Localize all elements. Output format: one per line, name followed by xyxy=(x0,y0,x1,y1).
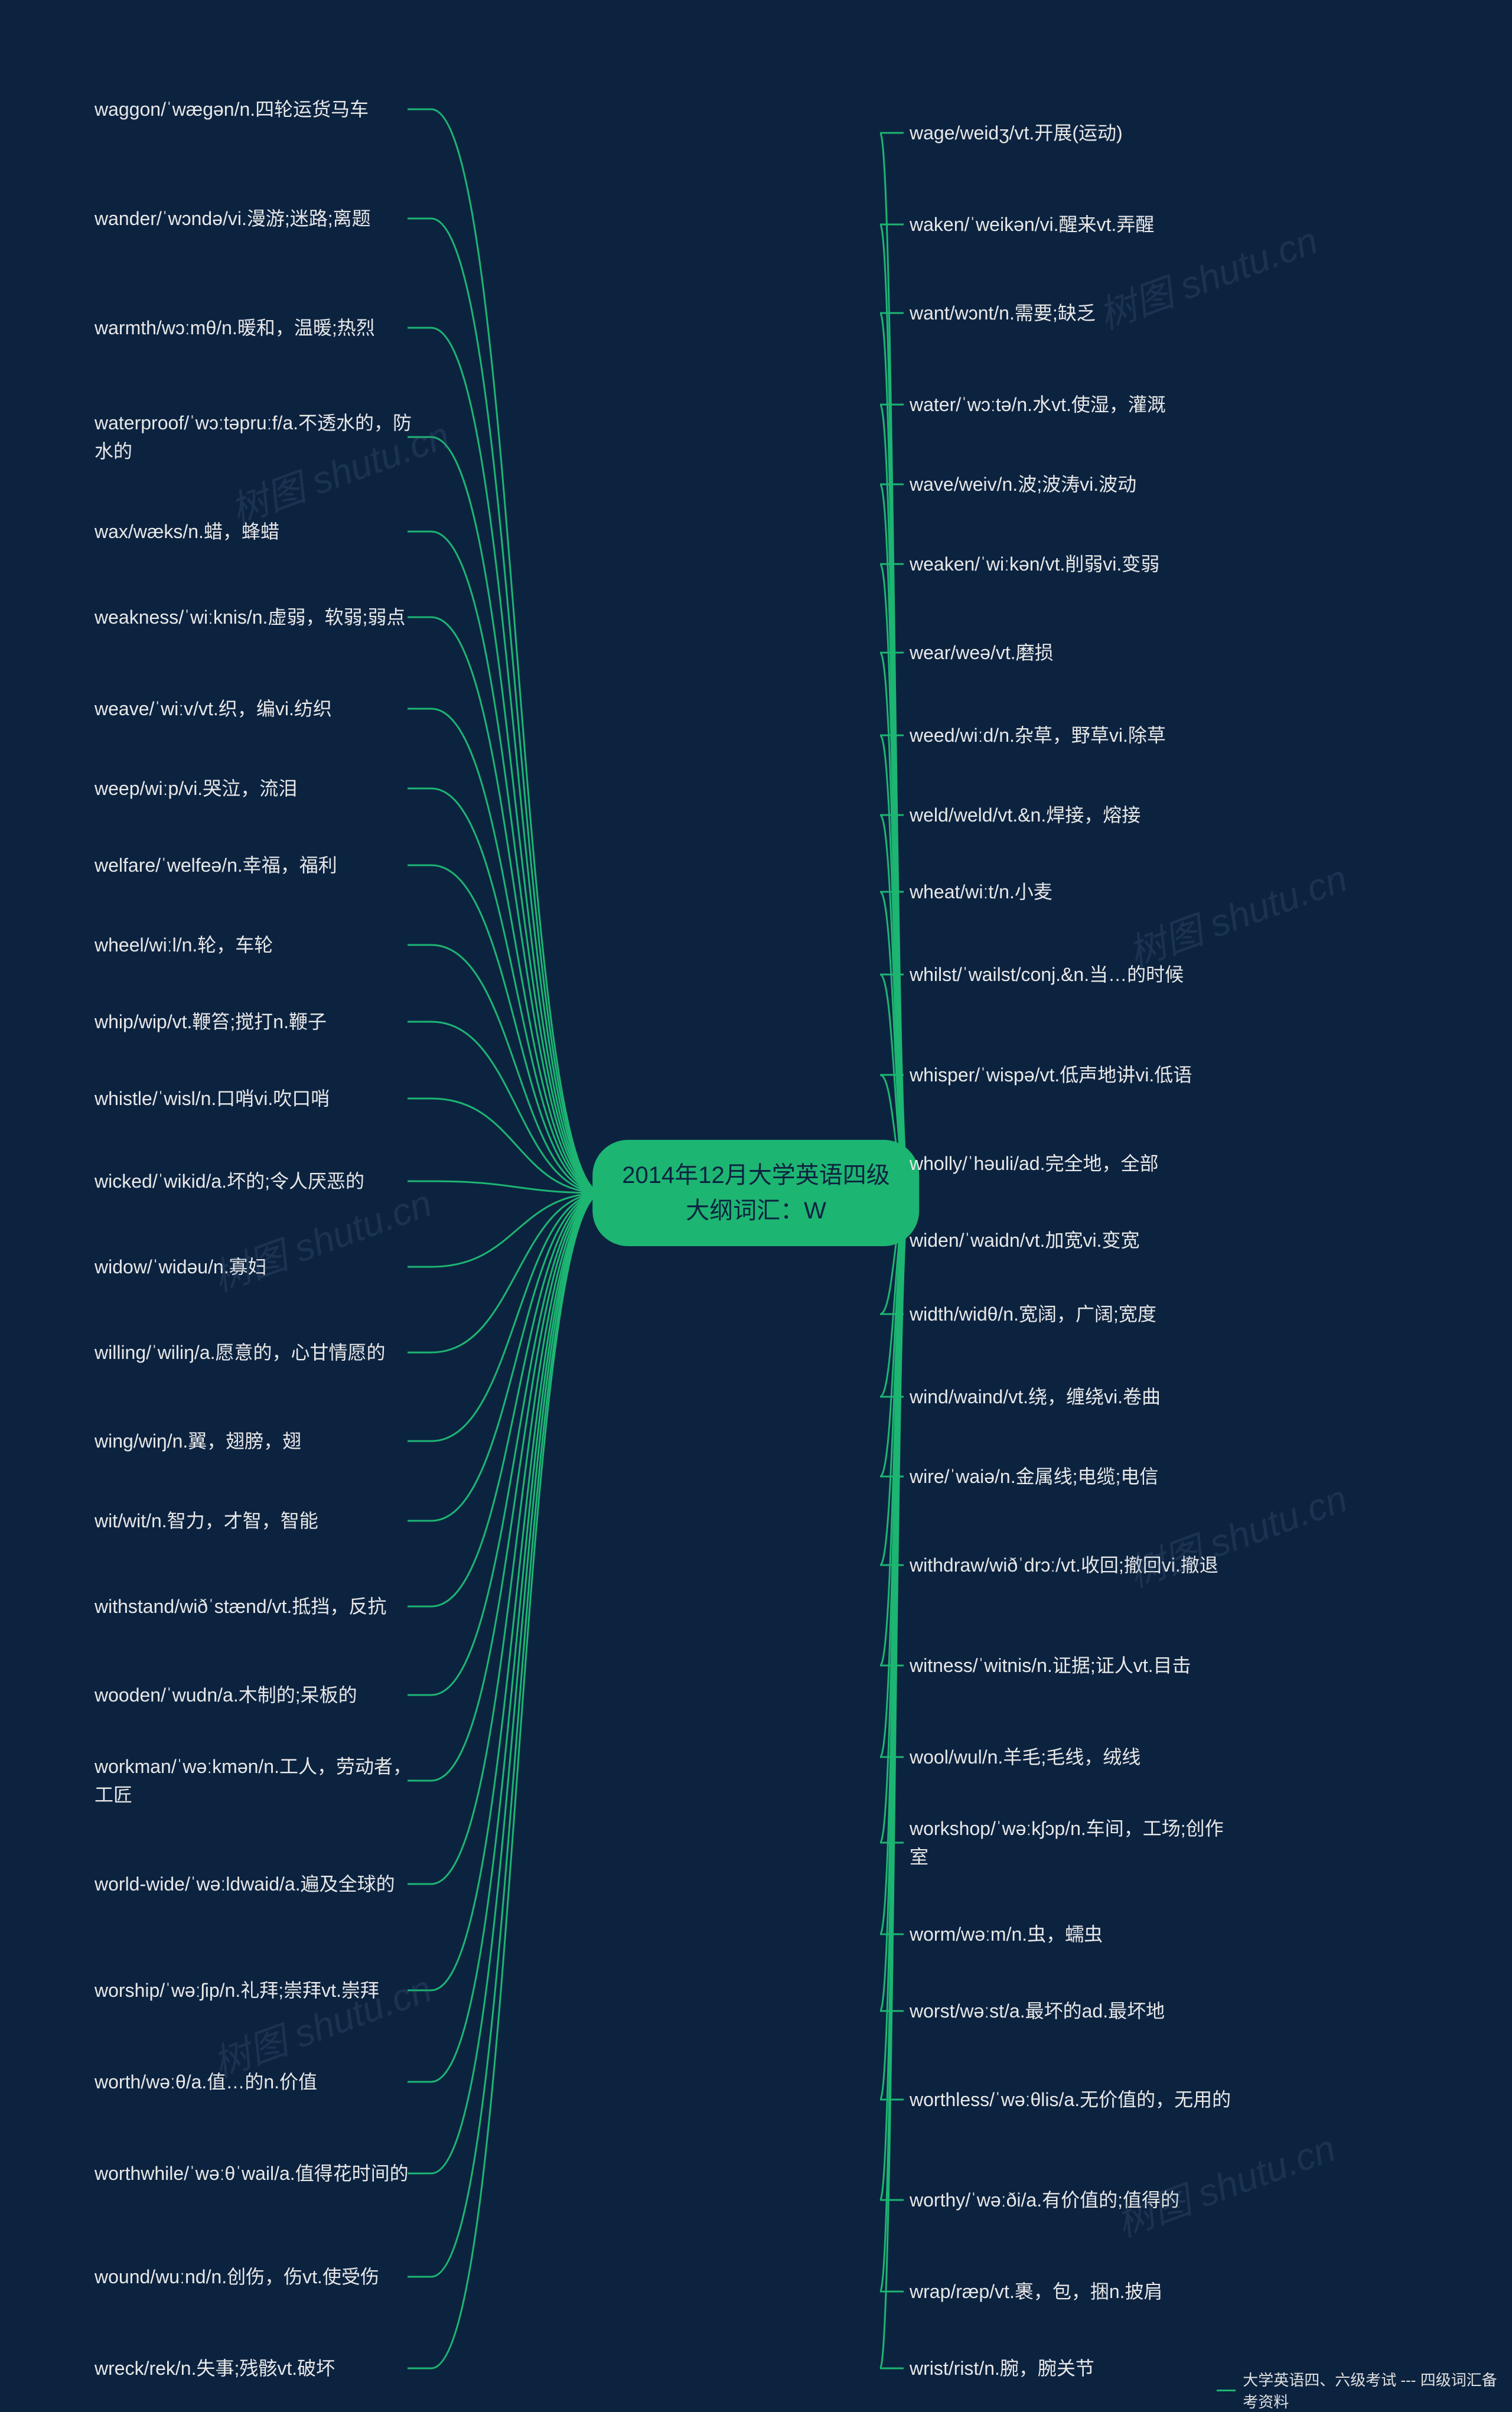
edge xyxy=(431,788,602,1193)
leaf-right: worthless/ˈwəːθlis/a.无价值的，无用的 xyxy=(910,2085,1231,2114)
leaf-left: withstand/wiðˈstænd/vt.抵挡，反抗 xyxy=(94,1592,425,1621)
leaf-right: want/wɔnt/n.需要;缺乏 xyxy=(910,299,1096,327)
leaf-left: wound/wuːnd/n.创伤，伤vt.使受伤 xyxy=(94,2263,425,2291)
leaf-left: waggon/ˈwægən/n.四轮运货马车 xyxy=(94,95,425,123)
leaf-left: wit/wit/n.智力，才智，智能 xyxy=(94,1507,425,1535)
leaf-right: workshop/ˈwəːkʃɔp/n.车间，工场;创作室 xyxy=(910,1814,1240,1871)
leaf-right: width/widθ/n.宽阔，广阔;宽度 xyxy=(910,1300,1156,1328)
center-node: 2014年12月大学英语四级 大纲词汇：W xyxy=(592,1140,919,1246)
footer-text: 大学英语四、六级考试 --- 四级词汇备考资料 xyxy=(1243,2368,1512,2412)
leaf-right: wheat/wiːt/n.小麦 xyxy=(910,878,1052,906)
footer-dash-icon xyxy=(1217,2390,1236,2391)
leaf-left: warmth/wɔːmθ/n.暖和，温暖;热烈 xyxy=(94,314,425,342)
edge xyxy=(431,1193,602,2368)
leaf-right: wave/weiv/n.波;波涛vi.波动 xyxy=(910,470,1136,498)
leaf-left: wing/wiŋ/n.翼，翅膀，翅 xyxy=(94,1427,425,1455)
leaf-left: wooden/ˈwudn/a.木制的;呆板的 xyxy=(94,1681,425,1709)
footer-reference: 大学英语四、六级考试 --- 四级词汇备考资料 xyxy=(1217,2368,1512,2412)
edge xyxy=(431,532,602,1193)
leaf-left: waterproof/ˈwɔːtəpruːf/a.不透水的，防水的 xyxy=(94,409,425,465)
leaf-left: wheel/wiːl/n.轮，车轮 xyxy=(94,931,425,959)
leaf-right: wind/waind/vt.绕，缠绕vi.卷曲 xyxy=(910,1383,1161,1411)
leaf-right: whilst/ˈwailst/conj.&n.当…的时候 xyxy=(910,960,1184,989)
leaf-left: welfare/ˈwelfeə/n.幸福，福利 xyxy=(94,851,425,879)
edge xyxy=(431,219,602,1193)
leaf-left: whistle/ˈwisl/n.口哨vi.吹口哨 xyxy=(94,1084,425,1113)
edge xyxy=(431,1193,602,2173)
leaf-left: worth/wəːθ/a.值…的n.价值 xyxy=(94,2068,425,2096)
leaf-right: wool/wul/n.羊毛;毛线，绒线 xyxy=(910,1743,1140,1771)
edge xyxy=(431,865,602,1193)
leaf-right: weed/wiːd/n.杂草，野草vi.除草 xyxy=(910,721,1166,749)
leaf-left: whip/wip/vt.鞭笞;搅打n.鞭子 xyxy=(94,1008,425,1036)
leaf-right: worm/wəːm/n.虫，蠕虫 xyxy=(910,1920,1103,1948)
leaf-right: waken/ˈweikən/vi.醒来vt.弄醒 xyxy=(910,210,1154,239)
leaf-right: wrap/ræp/vt.裹，包，捆n.披肩 xyxy=(910,2277,1163,2306)
leaf-right: wear/weə/vt.磨损 xyxy=(910,638,1054,667)
leaf-left: world-wide/ˈwəːldwaid/a.遍及全球的 xyxy=(94,1870,425,1898)
leaf-left: wax/wæks/n.蜡，蜂蜡 xyxy=(94,517,425,546)
center-title-line1: 2014年12月大学英语四级 xyxy=(622,1158,889,1193)
leaf-left: wicked/ˈwikid/a.坏的;令人厌恶的 xyxy=(94,1167,425,1195)
leaf-right: worst/wəːst/a.最坏的ad.最坏地 xyxy=(910,1997,1165,2025)
leaf-left: worthwhile/ˈwəːθˈwail/a.值得花时间的 xyxy=(94,2159,425,2188)
edge xyxy=(431,1193,602,1695)
leaf-left: workman/ˈwəːkmən/n.工人，劳动者，工匠 xyxy=(94,1752,425,1809)
leaf-right: wire/ˈwaiə/n.金属线;电缆;电信 xyxy=(910,1462,1158,1491)
leaf-left: worship/ˈwəːʃip/n.礼拜;崇拜vt.崇拜 xyxy=(94,1976,425,2004)
leaf-right: whisper/ˈwispə/vt.低声地讲vi.低语 xyxy=(910,1061,1192,1089)
leaf-left: willing/ˈwiliŋ/a.愿意的，心甘情愿的 xyxy=(94,1338,425,1367)
leaf-left: widow/ˈwidəu/n.寡妇 xyxy=(94,1253,425,1281)
edge xyxy=(431,437,602,1193)
edge xyxy=(431,709,602,1193)
leaf-left: weakness/ˈwiːknis/n.虚弱，软弱;弱点 xyxy=(94,603,425,631)
edge xyxy=(431,1193,602,2082)
leaf-left: weep/wiːp/vi.哭泣，流泪 xyxy=(94,774,425,803)
edge xyxy=(431,1193,602,1521)
leaf-right: witness/ˈwitnis/n.证据;证人vt.目击 xyxy=(910,1651,1191,1680)
leaf-left: wreck/rek/n.失事;残骸vt.破坏 xyxy=(94,2354,425,2382)
leaf-right: wholly/ˈhəuli/ad.完全地，全部 xyxy=(910,1149,1158,1178)
leaf-right: wrist/rist/n.腕，腕关节 xyxy=(910,2354,1094,2382)
leaf-right: water/ˈwɔːtə/n.水vt.使湿，灌溉 xyxy=(910,390,1166,419)
center-title-line2: 大纲词汇：W xyxy=(622,1193,889,1228)
edge xyxy=(431,328,602,1193)
leaf-right: weaken/ˈwiːkən/vt.削弱vi.变弱 xyxy=(910,550,1159,578)
leaf-right: wage/weidʒ/vt.开展(运动) xyxy=(910,119,1123,147)
leaf-right: withdraw/wiðˈdrɔː/vt.收回;撤回vi.撤退 xyxy=(910,1551,1218,1579)
leaf-right: worthy/ˈwəːði/a.有价值的;值得的 xyxy=(910,2186,1179,2214)
leaf-right: widen/ˈwaidn/vt.加宽vi.变宽 xyxy=(910,1226,1139,1254)
leaf-left: wander/ˈwɔndə/vi.漫游;迷路;离题 xyxy=(94,204,425,233)
leaf-left: weave/ˈwiːv/vt.织，编vi.纺织 xyxy=(94,695,425,723)
leaf-right: weld/weld/vt.&n.焊接，熔接 xyxy=(910,801,1140,829)
